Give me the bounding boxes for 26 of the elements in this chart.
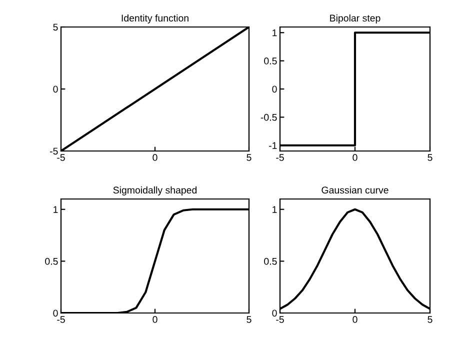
y-tick-label: 0 xyxy=(53,86,58,93)
chart-title: Bipolar step xyxy=(330,14,380,24)
chart-title: Gaussian curve xyxy=(322,186,388,194)
y-tick-label: 5 xyxy=(53,24,58,31)
y-tick-label: -1 xyxy=(269,142,277,149)
chart-title: Sigmoidally shaped xyxy=(113,186,197,196)
x-tick-label: 0 xyxy=(352,316,358,323)
x-tick-label: 0 xyxy=(352,154,358,161)
x-tick-label: 5 xyxy=(246,154,252,161)
y-tick-label: -0.5 xyxy=(260,114,277,121)
y-tick-label: -5 xyxy=(50,148,58,155)
y-tick-label: 0.5 xyxy=(264,258,277,265)
x-tick-label: 0 xyxy=(152,154,158,161)
y-tick-label: 1 xyxy=(54,206,58,213)
y-tick-label: 0 xyxy=(272,86,277,93)
chart-title: Identity function xyxy=(122,14,188,24)
y-tick-label: 1 xyxy=(272,29,277,36)
x-tick-label: 5 xyxy=(246,316,252,323)
y-tick-label: 1 xyxy=(272,206,277,213)
x-tick-label: 0 xyxy=(152,316,158,323)
y-tick-label: 0 xyxy=(53,310,58,317)
x-tick-label: 5 xyxy=(428,154,432,161)
x-tick-label: 5 xyxy=(428,316,432,323)
y-tick-label: 0 xyxy=(272,310,277,317)
y-tick-label: 0.5 xyxy=(264,58,277,64)
y-tick-label: 0.5 xyxy=(45,258,58,265)
